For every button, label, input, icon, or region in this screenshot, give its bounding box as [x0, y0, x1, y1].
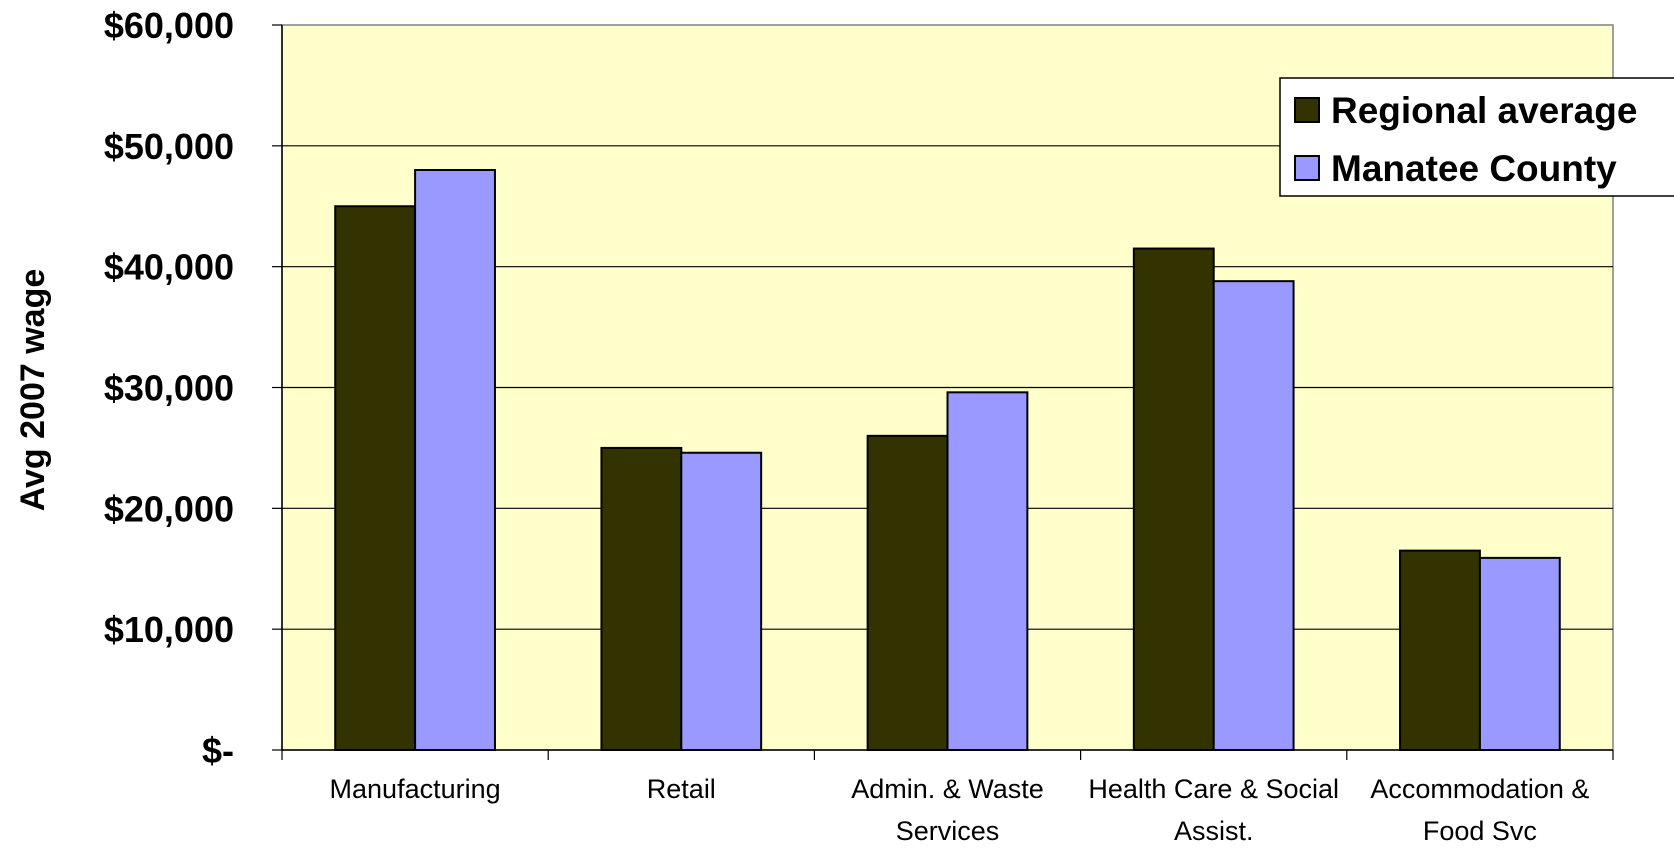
- x-category-label: Manufacturing: [330, 774, 501, 804]
- bar: [414, 169, 496, 751]
- x-category-label-line: Manufacturing: [330, 774, 501, 804]
- bar: [600, 446, 683, 751]
- x-category-label-line: Food Svc: [1423, 816, 1537, 846]
- bar: [866, 434, 949, 751]
- x-category-label-line: Health Care & Social: [1088, 774, 1339, 804]
- x-category-label: Admin. & Waste Services: [851, 774, 1044, 846]
- legend-swatch: [1294, 155, 1320, 181]
- y-tick-label: $30,000: [104, 368, 234, 409]
- x-category-label-line: Admin. & Waste: [851, 774, 1044, 804]
- y-tick-label: $60,000: [104, 5, 234, 46]
- bar: [334, 205, 417, 751]
- x-category-label: Accommodation & Food Svc: [1370, 774, 1589, 846]
- y-axis-title: Avg 2007 wage: [14, 269, 52, 512]
- bar: [1132, 247, 1215, 752]
- bar: [1399, 549, 1481, 751]
- bar: [1478, 556, 1561, 751]
- y-tick-label: $-: [202, 730, 234, 771]
- x-category-label-line: Services: [896, 816, 1000, 846]
- x-category-label: Retail: [647, 774, 716, 804]
- y-tick-label: $20,000: [104, 488, 234, 529]
- bar: [1212, 280, 1295, 751]
- x-category-label-line: Accommodation &: [1370, 774, 1589, 804]
- x-category-label-line: Retail: [647, 774, 716, 804]
- legend-label: Regional average: [1331, 90, 1637, 131]
- legend-box: [1279, 77, 1674, 197]
- legend-label: Manatee County: [1331, 148, 1617, 189]
- legend-swatch: [1294, 97, 1320, 123]
- y-tick-label: $50,000: [104, 126, 234, 167]
- y-tick-label: $40,000: [104, 247, 234, 288]
- bar: [680, 451, 763, 751]
- y-tick-label: $10,000: [104, 609, 234, 650]
- x-category-label-line: Assist.: [1174, 816, 1254, 846]
- bar: [946, 391, 1029, 751]
- x-category-label: Health Care & Social Assist.: [1088, 774, 1339, 846]
